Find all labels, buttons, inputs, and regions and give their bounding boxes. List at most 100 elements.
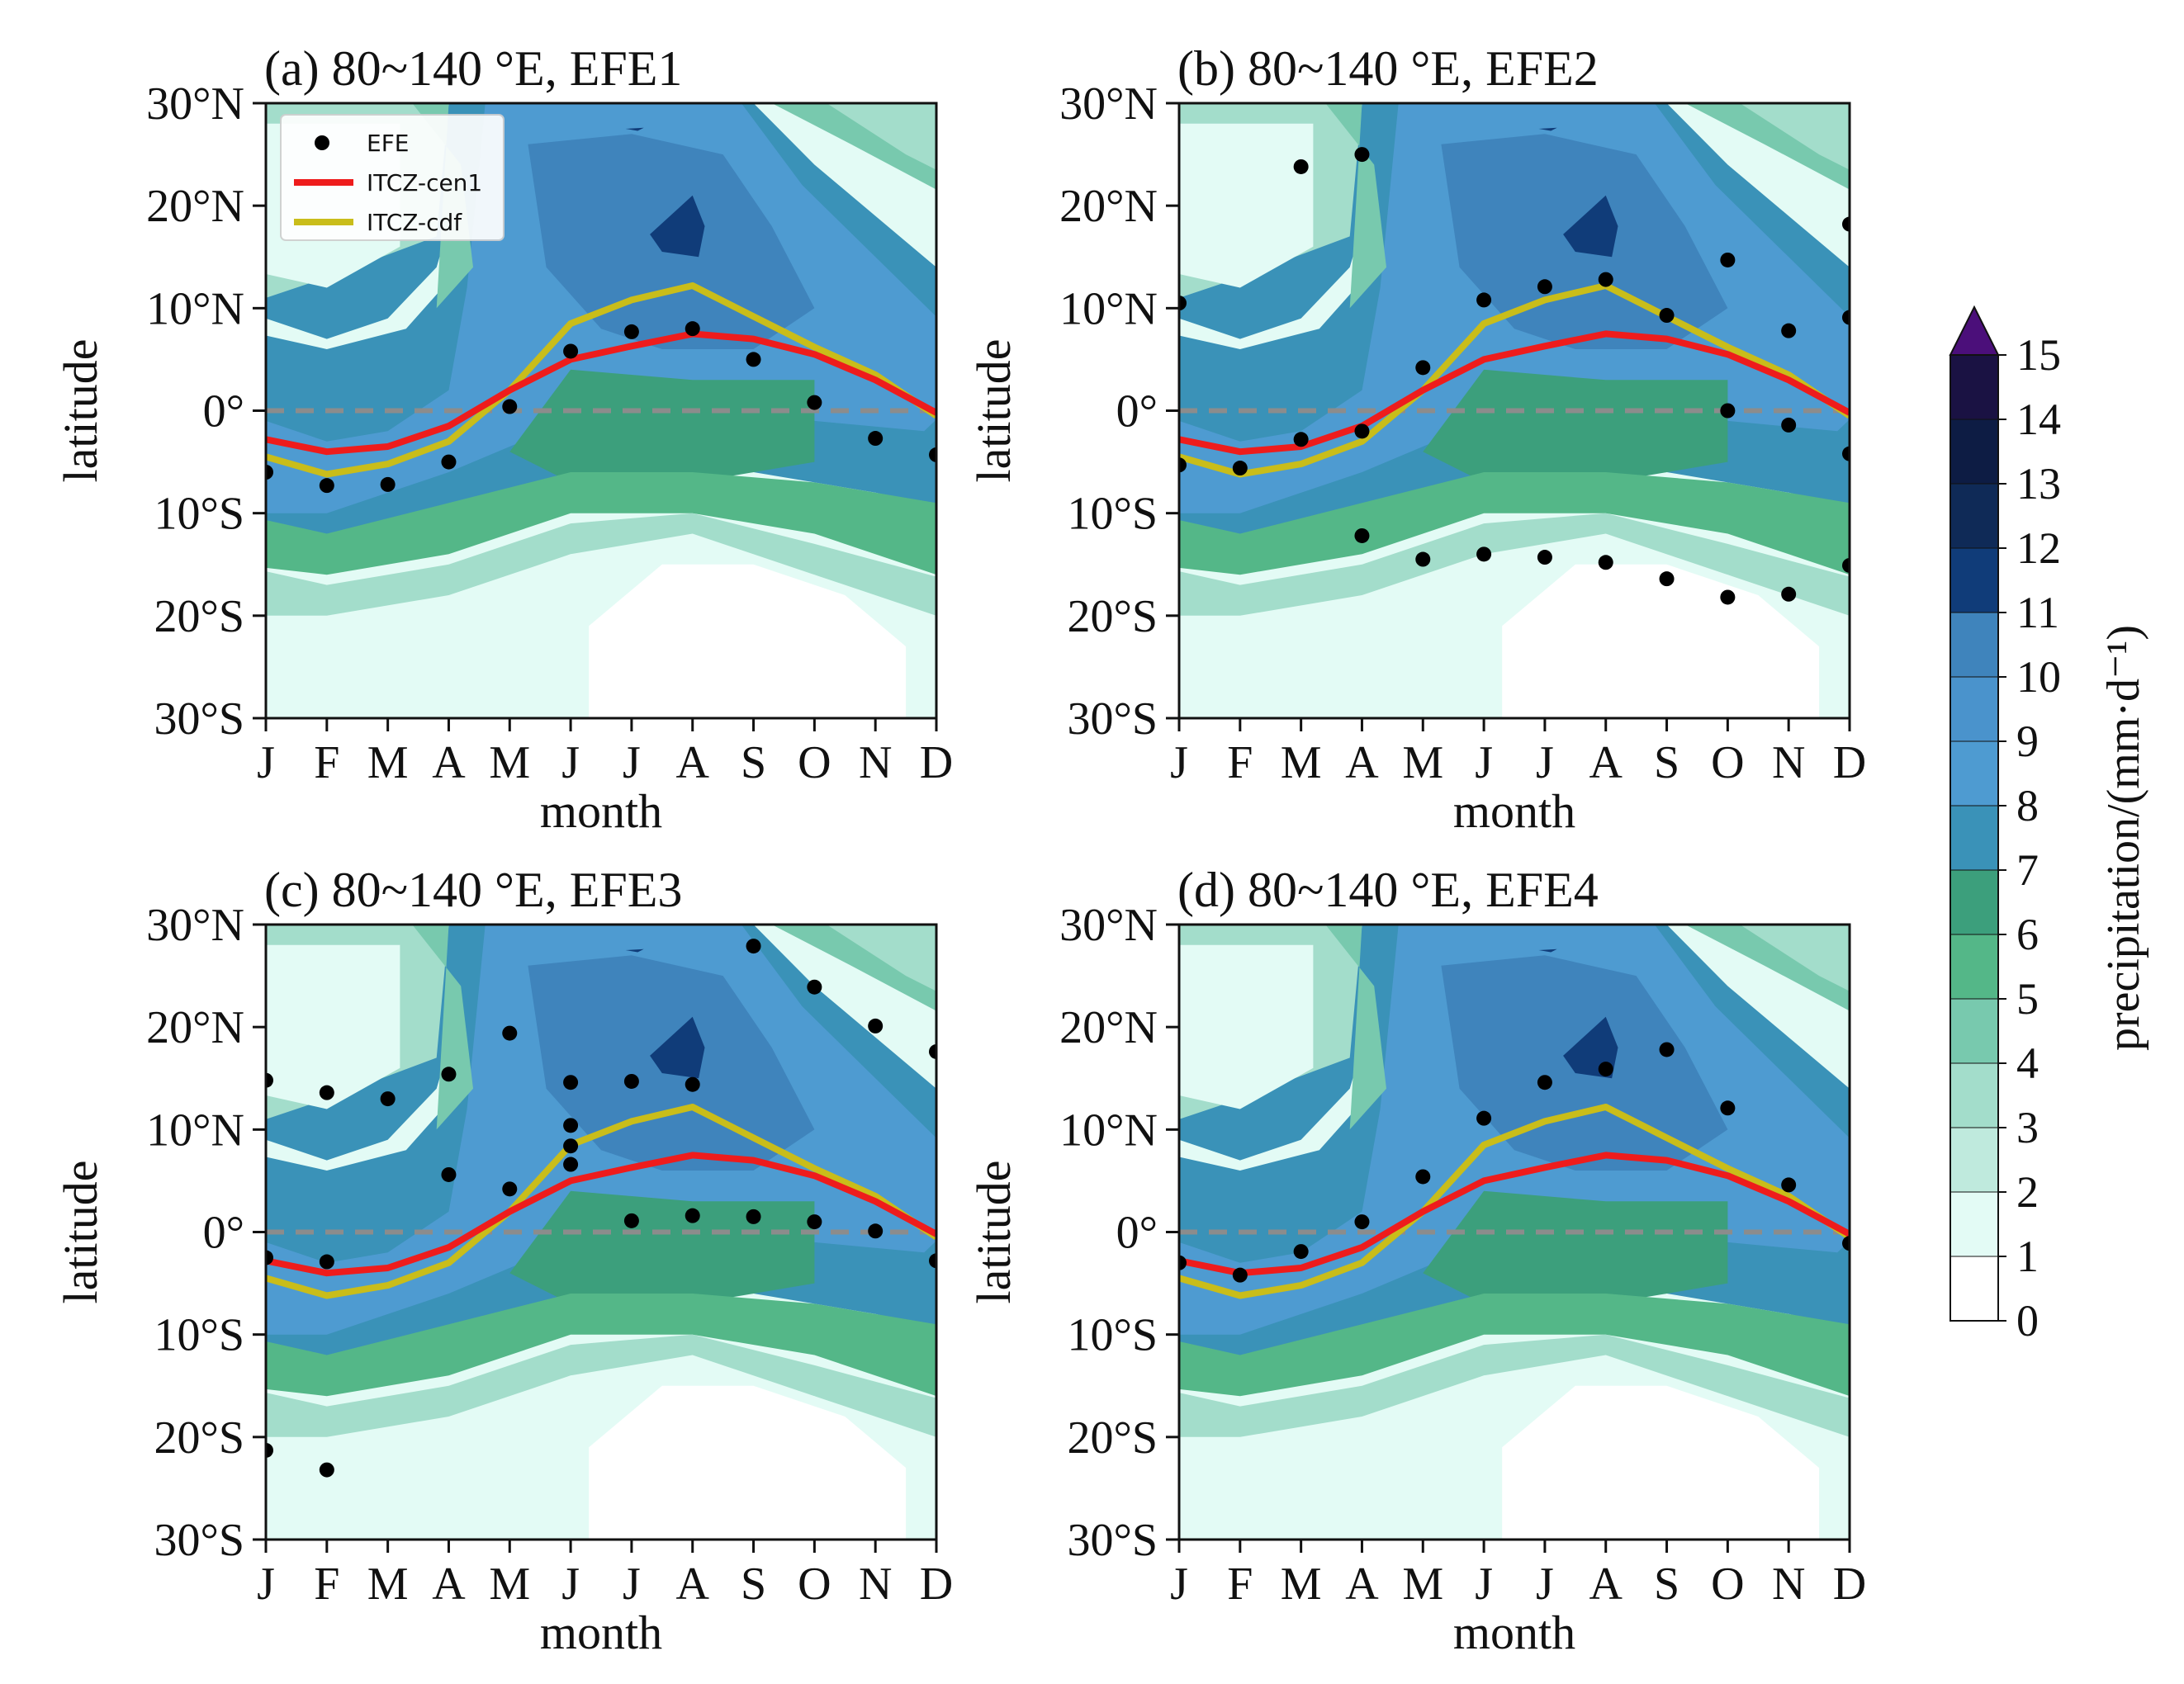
- x-tick-label: D: [1833, 737, 1866, 788]
- itcz-cen1-line: [266, 330, 936, 456]
- x-tick-label: J: [1536, 737, 1554, 788]
- efe-point: [1354, 1214, 1370, 1230]
- efe-point: [441, 1166, 457, 1182]
- colorbar-tick-label: 1: [2016, 1232, 2039, 1281]
- efe-point: [623, 324, 639, 339]
- panel-d: (d) 80~140 °E, EFE4 30°N 20°N 10°N 0° 10°S 20°…: [967, 863, 1866, 1659]
- efe-point: [807, 395, 822, 410]
- efe-point: [929, 1253, 936, 1269]
- colorbar-segment: [1949, 1256, 1999, 1322]
- efe-point: [266, 1072, 273, 1088]
- legend-label: EFE: [367, 130, 410, 157]
- efe-point: [266, 1250, 273, 1265]
- legend-box: [280, 114, 505, 241]
- efe-point: [1842, 1236, 1850, 1251]
- y-axis-label: latitude: [54, 1161, 107, 1304]
- colorbar-segment: [1949, 805, 1999, 871]
- efe-point: [1293, 1244, 1309, 1260]
- efe-point: [1179, 1255, 1187, 1270]
- efe-point: [266, 465, 273, 480]
- precip-contour-15: [412, 103, 473, 309]
- x-tick-label: M: [367, 737, 409, 788]
- itcz-cen1-line: [1179, 330, 1850, 456]
- x-tick-label: J: [1475, 1559, 1493, 1610]
- colorbar-title: precipitation/(mm·d⁻¹): [2098, 625, 2149, 1051]
- colorbar-tick-label: 5: [2016, 974, 2039, 1024]
- x-axis-label: month: [540, 784, 662, 838]
- x-axis-label: month: [1453, 784, 1575, 838]
- efe-point: [1354, 423, 1370, 439]
- y-tick-label: 30°S: [154, 693, 244, 745]
- efe-point: [1720, 403, 1736, 419]
- colorbar-segment: [1949, 1062, 1999, 1128]
- efe-point: [1476, 546, 1492, 562]
- efe-point: [1537, 550, 1552, 565]
- y-axis-label: latitude: [967, 1161, 1021, 1304]
- y-tick-label: 0°: [1116, 386, 1158, 438]
- x-tick-label: J: [257, 1559, 275, 1610]
- efe-point: [319, 1462, 334, 1478]
- x-tick-label: J: [561, 1559, 580, 1610]
- precip-contour-7: [266, 1294, 936, 1397]
- y-axis-label: latitude: [967, 339, 1021, 483]
- y-tick-label: 20°S: [1067, 591, 1158, 642]
- efe-point: [1179, 457, 1187, 473]
- efe-point: [623, 1213, 639, 1228]
- precip-contour-15: [1325, 103, 1386, 309]
- precip-contour-5: [650, 1016, 705, 1079]
- precip-contour-5: [1563, 195, 1618, 258]
- precip-contour-10: [1502, 564, 1820, 718]
- efe-point: [502, 399, 518, 414]
- y-tick-label: 10°S: [154, 1310, 244, 1361]
- y-tick-label: 30°N: [1059, 78, 1158, 130]
- itcz-cen1-line: [266, 1152, 936, 1277]
- efe-point: [502, 1025, 518, 1041]
- x-tick-label: A: [1589, 737, 1623, 788]
- colorbar-segment: [1949, 1191, 1999, 1257]
- y-tick-label: 0°: [203, 386, 244, 438]
- panel-title: (b) 80~140 °E, EFE2: [1177, 41, 1599, 96]
- efe-point: [1842, 310, 1850, 325]
- panel-title: (c) 80~140 °E, EFE3: [264, 863, 682, 917]
- colorbar-segment: [1949, 354, 1999, 420]
- precip-contour-12: [1179, 123, 1314, 288]
- efe-point: [1354, 527, 1370, 543]
- efe-point: [1476, 292, 1492, 308]
- colorbar-tick-label: 3: [2016, 1103, 2039, 1152]
- colorbar-frame: [1949, 354, 1999, 1322]
- efe-point: [441, 1067, 457, 1082]
- efe-point: [685, 1208, 700, 1223]
- precip-contour-15: [412, 925, 473, 1130]
- x-tick-label: J: [1170, 1559, 1188, 1610]
- efe-point: [1598, 1062, 1613, 1077]
- panel-a: (a) 80~140 °E, EFE1 30°N 20°N 10°N 0° 10°S 20°…: [54, 41, 953, 838]
- colorbar-tick-label: 15: [2016, 330, 2061, 380]
- x-tick-label: D: [920, 1559, 953, 1610]
- efe-point: [1537, 1075, 1552, 1090]
- efe-point: [1781, 417, 1797, 433]
- efe-point: [929, 447, 936, 462]
- colorbar-tick-label: 4: [2016, 1038, 2039, 1088]
- y-tick-label: 30°S: [1067, 693, 1158, 745]
- panel-title: (d) 80~140 °E, EFE4: [1177, 863, 1599, 917]
- x-tick-label: M: [1281, 1559, 1322, 1610]
- panel-title: (a) 80~140 °E, EFE1: [264, 41, 682, 96]
- efe-point: [685, 321, 700, 337]
- y-tick-label: 30°S: [154, 1515, 244, 1566]
- x-tick-label: N: [859, 1559, 892, 1610]
- precip-contour-7: [266, 472, 936, 575]
- legend-label: ITCZ-cdf: [367, 209, 462, 236]
- x-tick-label: J: [257, 737, 275, 788]
- y-tick-label: 0°: [203, 1208, 244, 1259]
- efe-point: [1842, 446, 1850, 461]
- precip-contour-4: [1423, 369, 1728, 483]
- colorbar-tick-label: 14: [2016, 395, 2061, 444]
- x-tick-label: A: [1345, 1559, 1379, 1610]
- precip-contour-10: [589, 1385, 907, 1540]
- efe-point: [1781, 323, 1797, 338]
- efe-point: [1720, 252, 1736, 267]
- y-tick-label: 20°S: [154, 591, 244, 642]
- itcz-cen1-line: [1179, 1152, 1850, 1277]
- colorbar-tick-label: 11: [2016, 588, 2059, 637]
- x-axis-label: month: [540, 1606, 662, 1659]
